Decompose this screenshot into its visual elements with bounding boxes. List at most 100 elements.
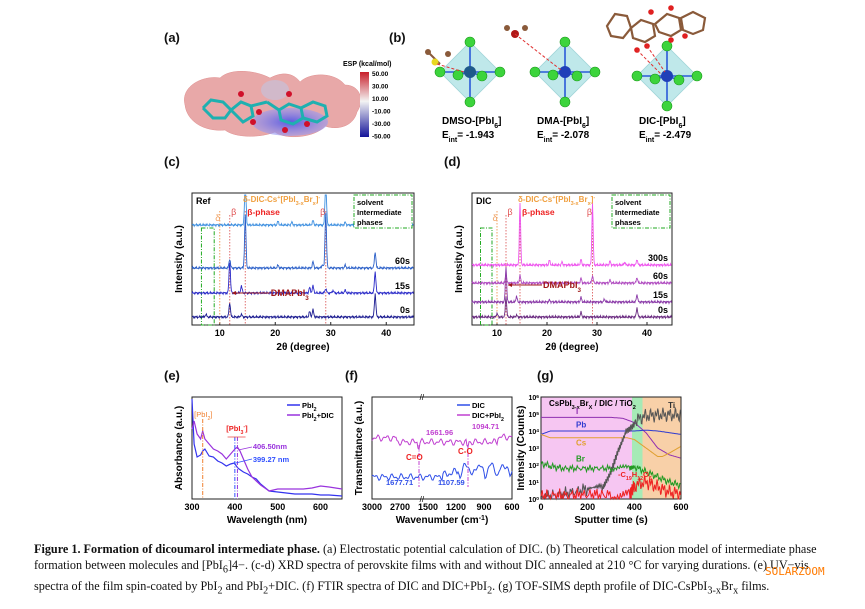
x-tick-label: 1200 (446, 502, 466, 512)
caption-text: . (c-d) XRD spectra of perovskite films … (34, 558, 809, 594)
oxygen-atom (682, 33, 688, 39)
sims-trace-Cs (540, 433, 681, 457)
x-tick-label: 600 (313, 502, 328, 512)
lead-atom (661, 70, 673, 82)
x-tick-label: 600 (673, 502, 688, 512)
solvent-legend-box (611, 194, 671, 229)
peak-label-399: 399.27 nm (253, 455, 290, 464)
interaction-energy: Eint= -1.943 (442, 130, 495, 144)
region-DIC (632, 397, 643, 499)
octahedron-model (425, 36, 506, 108)
iodine-atom (476, 70, 488, 82)
caption-text: +DIC. (f) FTIR spectra of DIC and DIC+Pb… (268, 579, 488, 594)
dicoumarol-molecule (605, 10, 707, 44)
series-label-ti: Ti (668, 401, 675, 410)
iodine-atom (464, 36, 476, 48)
iodine-atom (649, 73, 661, 85)
model-name: DIC-[PbI6] (639, 116, 686, 130)
y-axis-label: Intensity (a.u.) (454, 225, 465, 293)
trace-label: 0s (658, 305, 668, 315)
region-CsPbI3-xBrx (541, 397, 632, 499)
iodine-atom (661, 40, 673, 52)
legend-label: PbI2 (302, 401, 317, 413)
beta-label: β (587, 207, 592, 217)
x-tick-label: 500 (270, 502, 285, 512)
trace-label: 60s (395, 256, 410, 266)
dmapbi3-label: DMAPbI3 (543, 280, 582, 294)
xrd-trace-300s (471, 202, 672, 268)
colorbar-tick: -10.00 (372, 109, 391, 116)
solvent-region-box (480, 227, 493, 326)
y-axis-label: Intensity (a.u.) (174, 225, 185, 293)
arrow-head (508, 283, 512, 287)
x-tick-label: 0 (538, 502, 543, 512)
interaction-energy: Eint= -2.078 (537, 130, 590, 144)
solvent-legend-text: solvent (615, 198, 642, 207)
x-tick-label: 30 (592, 328, 602, 338)
iodine-atom (559, 96, 571, 108)
xrd-chart-dic: 10 20 30 40 2θ (degree) Intensity (a.u.) 300s 6… (454, 192, 673, 353)
layer-labels: CsPbI3-xBrX / DIC / TiO2 (549, 399, 636, 411)
peak-label: 1094.71 (472, 422, 499, 431)
caption-sup: ]4− (227, 558, 245, 572)
interaction-energy: Eint= -2.479 (639, 130, 692, 144)
panel-label-a: (a) (164, 30, 180, 45)
plot-frame (371, 396, 513, 500)
caption-figure-number: Figure 1. (34, 542, 81, 556)
y-axis-label: Intensity (Counts) (516, 406, 527, 491)
xrd-trace-15s (191, 262, 414, 296)
interaction-line (636, 49, 662, 75)
iodine-atom (494, 66, 506, 78)
plot-frame (191, 192, 415, 326)
x-tick-label: 400 (627, 502, 642, 512)
ring (653, 12, 683, 38)
iodine-atom (547, 69, 559, 81)
ring (629, 18, 657, 44)
x-tick-label: 40 (381, 328, 391, 338)
caption-title: Formation of dicoumarol intermediate pha… (83, 542, 320, 556)
caption-text: . (g) TOF-SIMS depth profile of DIC-CsPb… (492, 579, 708, 594)
y-tick-label: 103 (528, 445, 539, 454)
x-tick-label: 20 (270, 328, 280, 338)
trace-label: 0s (400, 305, 410, 315)
caption-sub: 2 (487, 585, 493, 597)
series-label-cs: Cs (576, 438, 587, 447)
uvvis-chart: 300 400 500 600 Wavelength (nm) Absorbance (a… (174, 396, 343, 526)
oxygen-atom (668, 5, 674, 11)
beta-label: β (231, 207, 236, 217)
tofsims-chart: 0 200 400 600 100 101 102 103 104 105 106 Sputter t… (516, 394, 689, 527)
legend-label: PbI2+DIC (302, 411, 334, 423)
x-axis-label: Sputter time (s) (574, 515, 647, 526)
beta-phase-legend: β-phase (522, 207, 555, 217)
x-axis-label: 2θ (degree) (276, 342, 329, 353)
ring (605, 12, 633, 40)
x-tick-label: 200 (580, 502, 595, 512)
panel-label-d: (d) (444, 154, 461, 169)
colorbar-tick: 50.00 (372, 71, 389, 78)
beta-phase-legend: β-phase (247, 207, 280, 217)
x-tick-label: 3000 (362, 502, 382, 512)
y-tick-label: 104 (528, 428, 539, 437)
bond-label-co-single: C-O (458, 447, 473, 456)
esp-colorbar (360, 72, 369, 137)
colorbar-title: ESP (kcal/mol) (343, 61, 392, 68)
iodine-atom (559, 36, 571, 48)
y-axis-label: Transmittance (a.u.) (354, 401, 365, 495)
beta-label: β (320, 207, 325, 217)
dmapbi3-label: DMAPbI3 (271, 288, 310, 302)
chart-title: DIC (476, 196, 492, 206)
xrd-trace-0s (191, 293, 414, 320)
lead-atom (464, 66, 476, 78)
panel-label-b: (b) (389, 30, 406, 45)
y-tick-label: 101 (528, 479, 539, 488)
plot-frame (191, 396, 343, 500)
iodine-atom (631, 70, 643, 82)
peak-label: 1661.96 (426, 428, 453, 437)
x-tick-label: 20 (542, 328, 552, 338)
x-axis-label: 2θ (degree) (545, 342, 598, 353)
iodine-atom (589, 66, 601, 78)
colorbar-tick: 10.00 (372, 96, 389, 103)
model-name: DMA-[PbI6] (537, 116, 589, 130)
x-tick-label: 10 (215, 328, 225, 338)
